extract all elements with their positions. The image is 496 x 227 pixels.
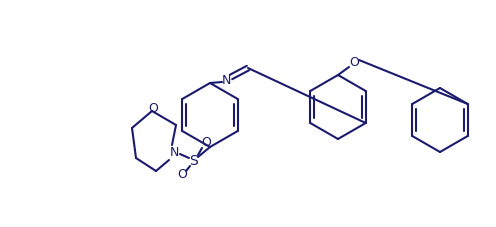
- Text: N: N: [169, 146, 179, 160]
- Text: O: O: [201, 136, 211, 150]
- Text: N: N: [221, 74, 231, 86]
- Text: S: S: [189, 154, 198, 168]
- Text: O: O: [349, 57, 359, 69]
- Text: O: O: [177, 168, 187, 182]
- Text: O: O: [148, 103, 158, 116]
